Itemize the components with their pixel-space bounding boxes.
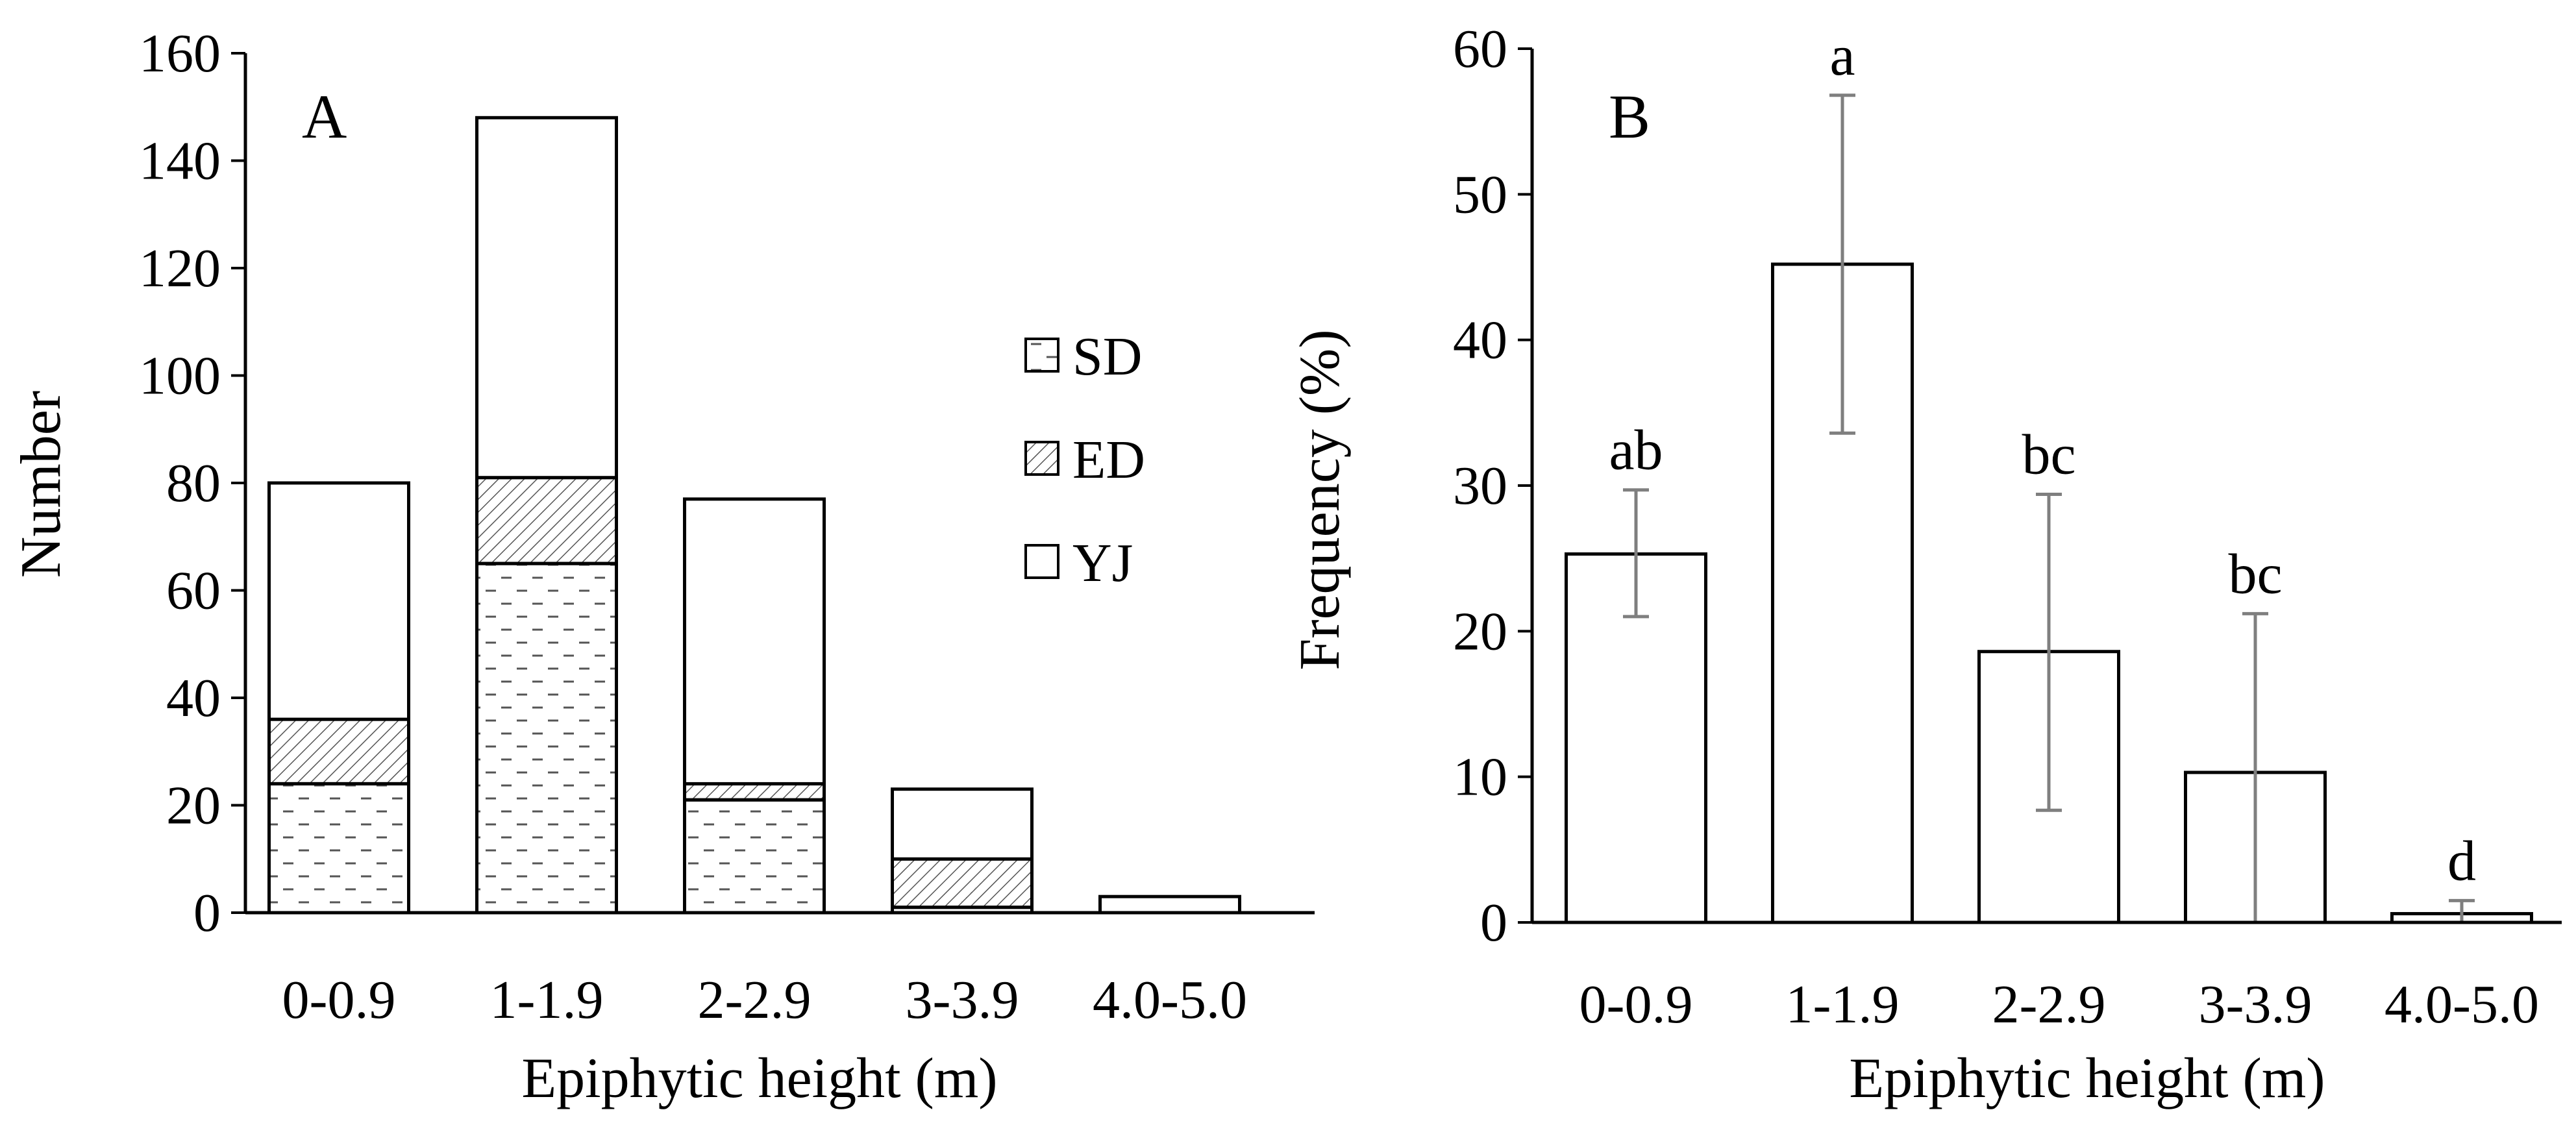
significance-letter-1-1.9: a [1829,25,1855,88]
legend-label-sd: SD [1072,327,1142,387]
panel-a-y-axis-title: Number [10,391,73,578]
legend-label-ed: ED [1072,430,1145,490]
panel-b-x-tick-label: 0-0.9 [1579,974,1693,1035]
significance-letter-4.0-5.0: d [2447,830,2476,893]
bar-yj-3-3.9 [891,787,1034,861]
panel-a-y-tick-label: 160 [139,23,221,84]
bar-ed-1-1.9 [475,476,618,565]
bar-ed-2-2.9 [683,782,826,802]
bar-sd-2-2.9 [683,798,826,915]
panel-b-x-tick-label: 4.0-5.0 [2384,974,2539,1035]
panel-a-x-tick-label: 2-2.9 [698,970,811,1030]
panel-a-y-tick-label: 20 [166,776,221,836]
panel-b-y-tick-label: 10 [1453,747,1507,808]
legend-swatch-ed [1024,441,1059,476]
panel-b-y-tick-label: 0 [1480,893,1507,953]
panel-b-x-tick-label: 1-1.9 [1786,974,1900,1035]
panel-a-x-tick-label: 3-3.9 [906,970,1019,1030]
panel-b-axes: 0 10 20 30 40 50 60 0-0.9 1-1.9 2-2.9 3-3.9 4.0-5.0 [1453,19,2562,1035]
legend-label-yj: YJ [1072,533,1133,593]
panel-b-label: B [1609,82,1650,151]
legend-swatch-sd [1024,338,1059,373]
bar-yj-2-2.9 [683,497,826,785]
panel-a-bars [267,116,1241,915]
panel-b-x-axis-title: Epiphytic height (m) [1849,1047,2325,1110]
bar-sd-0-0.9 [267,782,410,915]
bar-yj-0-0.9 [267,481,410,721]
panel-b-y-axis-title: Frequency (%) [1289,329,1352,670]
panel-b-y-tick-label: 40 [1453,310,1507,371]
panel-a-y-tick-label: 60 [166,561,221,621]
significance-letter-3-3.9: bc [2228,543,2282,606]
panel-a-x-tick-label: 1-1.9 [490,970,604,1030]
panel-a-label: A [302,82,347,151]
panel-a-y-tick-label: 100 [139,346,221,406]
panel-b-y-tick-label: 50 [1453,164,1507,225]
panel-b-y-tick-label: 20 [1453,601,1507,661]
panel-b-x-tick-label: 2-2.9 [1992,974,2106,1035]
panel-a-x-tick-label: 4.0-5.0 [1093,970,1247,1030]
panel-b-y-tick-label: 60 [1453,19,1507,79]
panel-a-legend: SD ED YJ [1024,327,1145,593]
bar-ed-3-3.9 [891,857,1034,909]
panel-b-y-tick-label: 30 [1453,456,1507,516]
panel-b-x-tick-label: 3-3.9 [2199,974,2312,1035]
bar-yj-4.0-5.0 [1098,895,1241,915]
bar-ed-0-0.9 [267,717,410,785]
panel-b-bars: ab a bc bc d [1565,25,2533,924]
panel-a-y-tick-label: 140 [139,131,221,191]
panel-a-y-tick-label: 0 [193,883,221,943]
panel-a-y-tick-label: 40 [166,668,221,728]
panel-a-x-axis-title: Epiphytic height (m) [521,1047,997,1110]
bar-sd-1-1.9 [475,562,618,915]
significance-letter-2-2.9: bc [2022,423,2075,486]
panel-a-axes: 0 20 40 60 80 100 120 140 160 0-0.9 1-1.9 2-2.9 3-3.… [139,23,1315,1030]
panel-a-y-tick-label: 80 [166,453,221,513]
panel-b-chart: ab a bc bc d 0 10 20 30 40 50 60 0-0.9 1-1.9 2-2.9 3-3… [1289,19,2562,1110]
panel-a-y-tick-label: 120 [139,238,221,299]
panel-a-chart: 0 20 40 60 80 100 120 140 160 0-0.9 1-1.9 2-2.9 3-3.… [10,23,1315,1110]
panel-a-x-tick-label: 0-0.9 [282,970,396,1030]
bar-yj-1-1.9 [475,116,618,480]
significance-letter-0-0.9: ab [1609,419,1663,482]
legend-swatch-yj [1024,544,1059,579]
